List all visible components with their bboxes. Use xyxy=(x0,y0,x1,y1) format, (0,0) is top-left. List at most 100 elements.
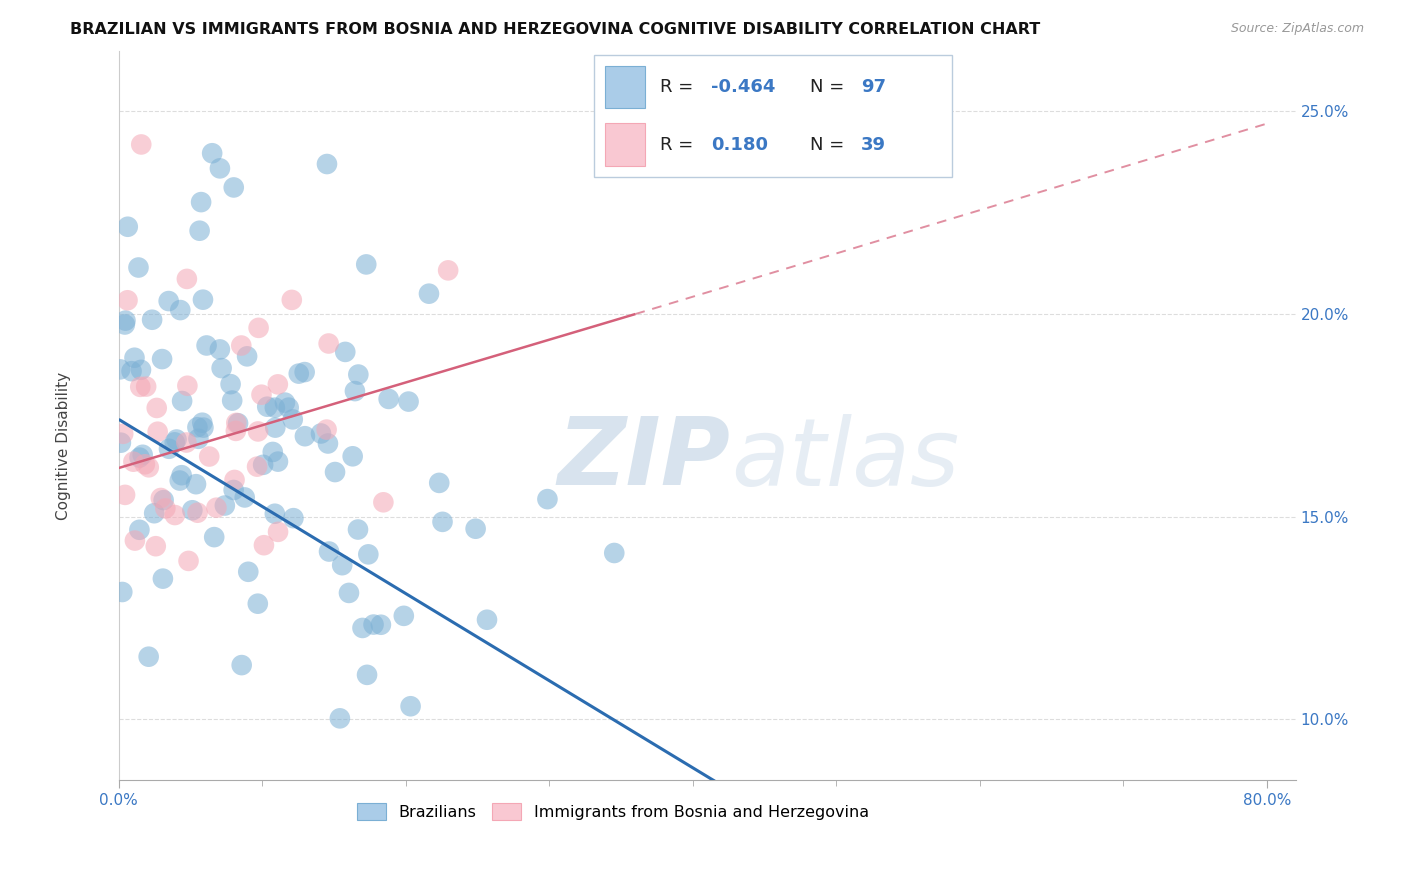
Point xyxy=(437,263,460,277)
Point xyxy=(267,377,290,392)
Point xyxy=(335,345,357,359)
Point xyxy=(475,613,498,627)
Text: 0.180: 0.180 xyxy=(711,136,768,153)
Point xyxy=(163,508,186,522)
Point xyxy=(246,597,269,611)
Point xyxy=(201,146,224,161)
Point xyxy=(141,312,163,326)
Point xyxy=(250,387,273,401)
FancyBboxPatch shape xyxy=(605,66,645,109)
Point xyxy=(274,395,297,409)
Point xyxy=(172,394,194,409)
Point xyxy=(176,272,198,286)
Point xyxy=(117,293,139,308)
Text: N =: N = xyxy=(810,78,849,96)
Point xyxy=(129,380,152,394)
FancyBboxPatch shape xyxy=(605,123,645,166)
Point xyxy=(233,491,256,505)
Point xyxy=(373,495,395,509)
Point xyxy=(294,429,316,443)
Point xyxy=(202,530,225,544)
Point xyxy=(277,401,299,415)
Point xyxy=(418,286,440,301)
Point xyxy=(357,547,380,561)
Point xyxy=(124,533,146,548)
Point xyxy=(283,511,305,525)
Point xyxy=(169,303,191,318)
Text: ZIP: ZIP xyxy=(558,413,731,505)
Point xyxy=(330,558,353,573)
Point xyxy=(191,416,214,430)
Point xyxy=(108,362,131,376)
Point xyxy=(128,450,150,465)
Point xyxy=(281,412,304,426)
Point xyxy=(176,435,198,450)
Point xyxy=(427,475,450,490)
Point xyxy=(337,586,360,600)
Point xyxy=(238,565,260,579)
Point xyxy=(221,393,243,408)
Point xyxy=(536,492,558,507)
Point xyxy=(149,491,172,505)
Text: 39: 39 xyxy=(860,136,886,153)
Point xyxy=(157,442,180,456)
Point xyxy=(323,465,346,479)
Point xyxy=(187,506,209,520)
Point xyxy=(145,401,167,415)
Point xyxy=(114,318,136,332)
Point xyxy=(138,460,160,475)
Point xyxy=(198,450,221,464)
Point xyxy=(252,458,274,472)
Point xyxy=(128,523,150,537)
Point xyxy=(129,363,152,377)
Point xyxy=(264,420,287,434)
Point xyxy=(318,336,340,351)
Point xyxy=(267,455,290,469)
Point xyxy=(121,364,143,378)
Point xyxy=(281,293,304,307)
Point xyxy=(354,257,377,271)
Point xyxy=(329,711,352,725)
Point xyxy=(117,219,139,234)
Point xyxy=(184,477,207,491)
Legend: Brazilians, Immigrants from Bosnia and Herzegovina: Brazilians, Immigrants from Bosnia and H… xyxy=(350,797,876,827)
Point xyxy=(111,585,134,599)
Point xyxy=(398,394,420,409)
Point xyxy=(208,161,231,176)
Point xyxy=(176,378,198,392)
Point xyxy=(131,448,153,462)
Point xyxy=(146,425,169,439)
Point xyxy=(157,294,180,309)
Point xyxy=(143,506,166,520)
Point xyxy=(370,617,392,632)
Point xyxy=(231,658,253,673)
Point xyxy=(110,435,132,450)
Text: atlas: atlas xyxy=(731,414,959,505)
Point xyxy=(263,401,285,415)
Point xyxy=(191,293,214,307)
Text: -0.464: -0.464 xyxy=(711,78,776,96)
Point xyxy=(253,538,276,552)
Point xyxy=(246,459,269,474)
Point xyxy=(166,433,188,447)
Point xyxy=(263,507,285,521)
Point xyxy=(193,420,215,434)
Point xyxy=(377,392,399,406)
Point xyxy=(155,501,177,516)
Point xyxy=(114,313,136,327)
Point xyxy=(316,157,339,171)
Point xyxy=(170,468,193,483)
Point xyxy=(256,400,278,414)
Point xyxy=(127,260,149,275)
Point xyxy=(318,544,340,558)
Point xyxy=(190,195,212,210)
Point xyxy=(187,432,209,446)
Point xyxy=(316,436,339,450)
Point xyxy=(181,503,204,517)
Text: R =: R = xyxy=(659,136,699,153)
Point xyxy=(603,546,626,560)
Point xyxy=(222,483,245,497)
Point xyxy=(211,361,233,376)
FancyBboxPatch shape xyxy=(595,54,952,178)
Text: Source: ZipAtlas.com: Source: ZipAtlas.com xyxy=(1230,22,1364,36)
